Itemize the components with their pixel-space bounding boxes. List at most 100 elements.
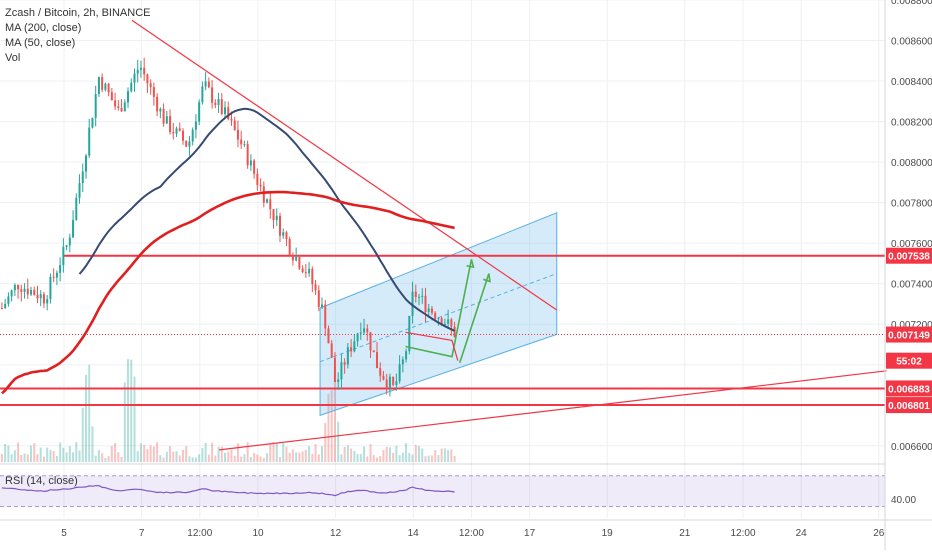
candle-body bbox=[421, 295, 424, 297]
candle-body bbox=[139, 67, 142, 70]
volume-bar bbox=[385, 446, 388, 462]
volume-bar bbox=[359, 454, 362, 462]
candle-body bbox=[84, 155, 87, 172]
candle-body bbox=[26, 288, 29, 295]
volume-bar bbox=[165, 451, 168, 462]
candle-body bbox=[227, 107, 230, 119]
candle-body bbox=[101, 77, 104, 90]
candle-body bbox=[453, 326, 456, 337]
candle-body bbox=[207, 81, 210, 88]
candle-body bbox=[249, 160, 252, 166]
volume-bar bbox=[249, 457, 252, 462]
candle-body bbox=[311, 268, 314, 285]
candle-body bbox=[7, 296, 10, 304]
volume-bar bbox=[262, 457, 265, 462]
candle-body bbox=[78, 183, 81, 198]
volume-bar bbox=[169, 446, 172, 462]
candle-body bbox=[149, 83, 152, 88]
volume-bar bbox=[388, 447, 391, 462]
price-tag bbox=[886, 380, 932, 397]
volume-bar bbox=[414, 444, 417, 462]
candle-body bbox=[204, 81, 207, 87]
volume-bar bbox=[369, 444, 372, 462]
candle-body bbox=[72, 219, 75, 238]
candle-body bbox=[382, 375, 385, 380]
volume-bar bbox=[217, 446, 220, 462]
candle-body bbox=[136, 69, 139, 74]
price-tick-label: 0.008800 bbox=[891, 0, 932, 7]
volume-bar bbox=[39, 447, 42, 462]
volume-bar bbox=[434, 450, 437, 462]
volume-bar bbox=[55, 455, 58, 462]
candle-body bbox=[233, 120, 236, 130]
volume-bar bbox=[430, 455, 433, 462]
candle-body bbox=[398, 364, 401, 382]
price-tick-label: 0.008400 bbox=[891, 77, 932, 88]
volume-bar bbox=[285, 446, 288, 462]
price-tick-label: 0.007600 bbox=[891, 239, 932, 250]
volume-bar bbox=[269, 444, 272, 462]
candle-body bbox=[127, 91, 130, 103]
candle-body bbox=[146, 74, 149, 84]
candle-body bbox=[385, 379, 388, 388]
volume-bar bbox=[340, 454, 343, 462]
candle-body bbox=[262, 186, 265, 203]
candle-body bbox=[285, 232, 288, 240]
volume-bar bbox=[159, 455, 162, 462]
candle-body bbox=[395, 381, 398, 385]
horizontal-levels bbox=[0, 254, 885, 407]
volume-bar bbox=[363, 446, 366, 462]
time-tick-label: 19 bbox=[602, 528, 614, 539]
candle-body bbox=[0, 308, 3, 309]
chart-title: Zcash / Bitcoin, 2h, BINANCE bbox=[5, 7, 151, 19]
volume-bar bbox=[437, 455, 440, 462]
price-tag bbox=[886, 397, 932, 414]
volume-bar bbox=[59, 442, 62, 462]
volume-bar bbox=[333, 368, 336, 462]
volume-bar bbox=[52, 450, 55, 462]
candle-body bbox=[288, 239, 291, 255]
candle-body bbox=[59, 265, 62, 273]
volume-bar bbox=[450, 449, 453, 462]
volume-bar bbox=[36, 454, 39, 462]
candle-body bbox=[152, 87, 155, 97]
time-tick-label: 12:00 bbox=[187, 528, 212, 539]
chart-legend: Zcash / Bitcoin, 2h, BINANCE MA (200, cl… bbox=[5, 6, 151, 66]
candle-body bbox=[39, 294, 42, 299]
candle-body bbox=[4, 303, 7, 309]
volume-bar bbox=[185, 446, 188, 462]
candle-body bbox=[130, 82, 133, 92]
price-tick-label: 0.006600 bbox=[891, 442, 932, 453]
volume-bar bbox=[211, 442, 214, 462]
volume-bar bbox=[207, 454, 210, 462]
volume-bar bbox=[343, 446, 346, 462]
volume-bar bbox=[256, 454, 259, 462]
grid bbox=[0, 0, 885, 518]
candle-body bbox=[350, 347, 353, 352]
volume-bar bbox=[172, 451, 175, 462]
volume-bar bbox=[146, 449, 149, 462]
downtrend-line bbox=[131, 19, 558, 311]
volume-bar bbox=[117, 452, 120, 462]
candle-body bbox=[88, 127, 91, 156]
candle-body bbox=[437, 318, 440, 320]
candle-body bbox=[434, 312, 437, 319]
down-projection bbox=[405, 331, 459, 361]
volume-bar bbox=[330, 390, 333, 462]
price-tag-label: 0.006801 bbox=[888, 401, 930, 412]
candle-body bbox=[181, 130, 184, 141]
candle-body bbox=[172, 132, 175, 134]
volume-bar bbox=[156, 442, 159, 462]
candle-body bbox=[243, 144, 246, 146]
candle-body bbox=[259, 185, 262, 187]
volume-bar bbox=[4, 443, 7, 462]
candle-body bbox=[94, 94, 97, 118]
candle-body bbox=[291, 254, 294, 261]
candle-body bbox=[23, 288, 26, 292]
volume-bar bbox=[236, 443, 239, 462]
volume-bar bbox=[81, 407, 84, 462]
candle-body bbox=[20, 289, 23, 292]
volume-bar bbox=[304, 449, 307, 462]
